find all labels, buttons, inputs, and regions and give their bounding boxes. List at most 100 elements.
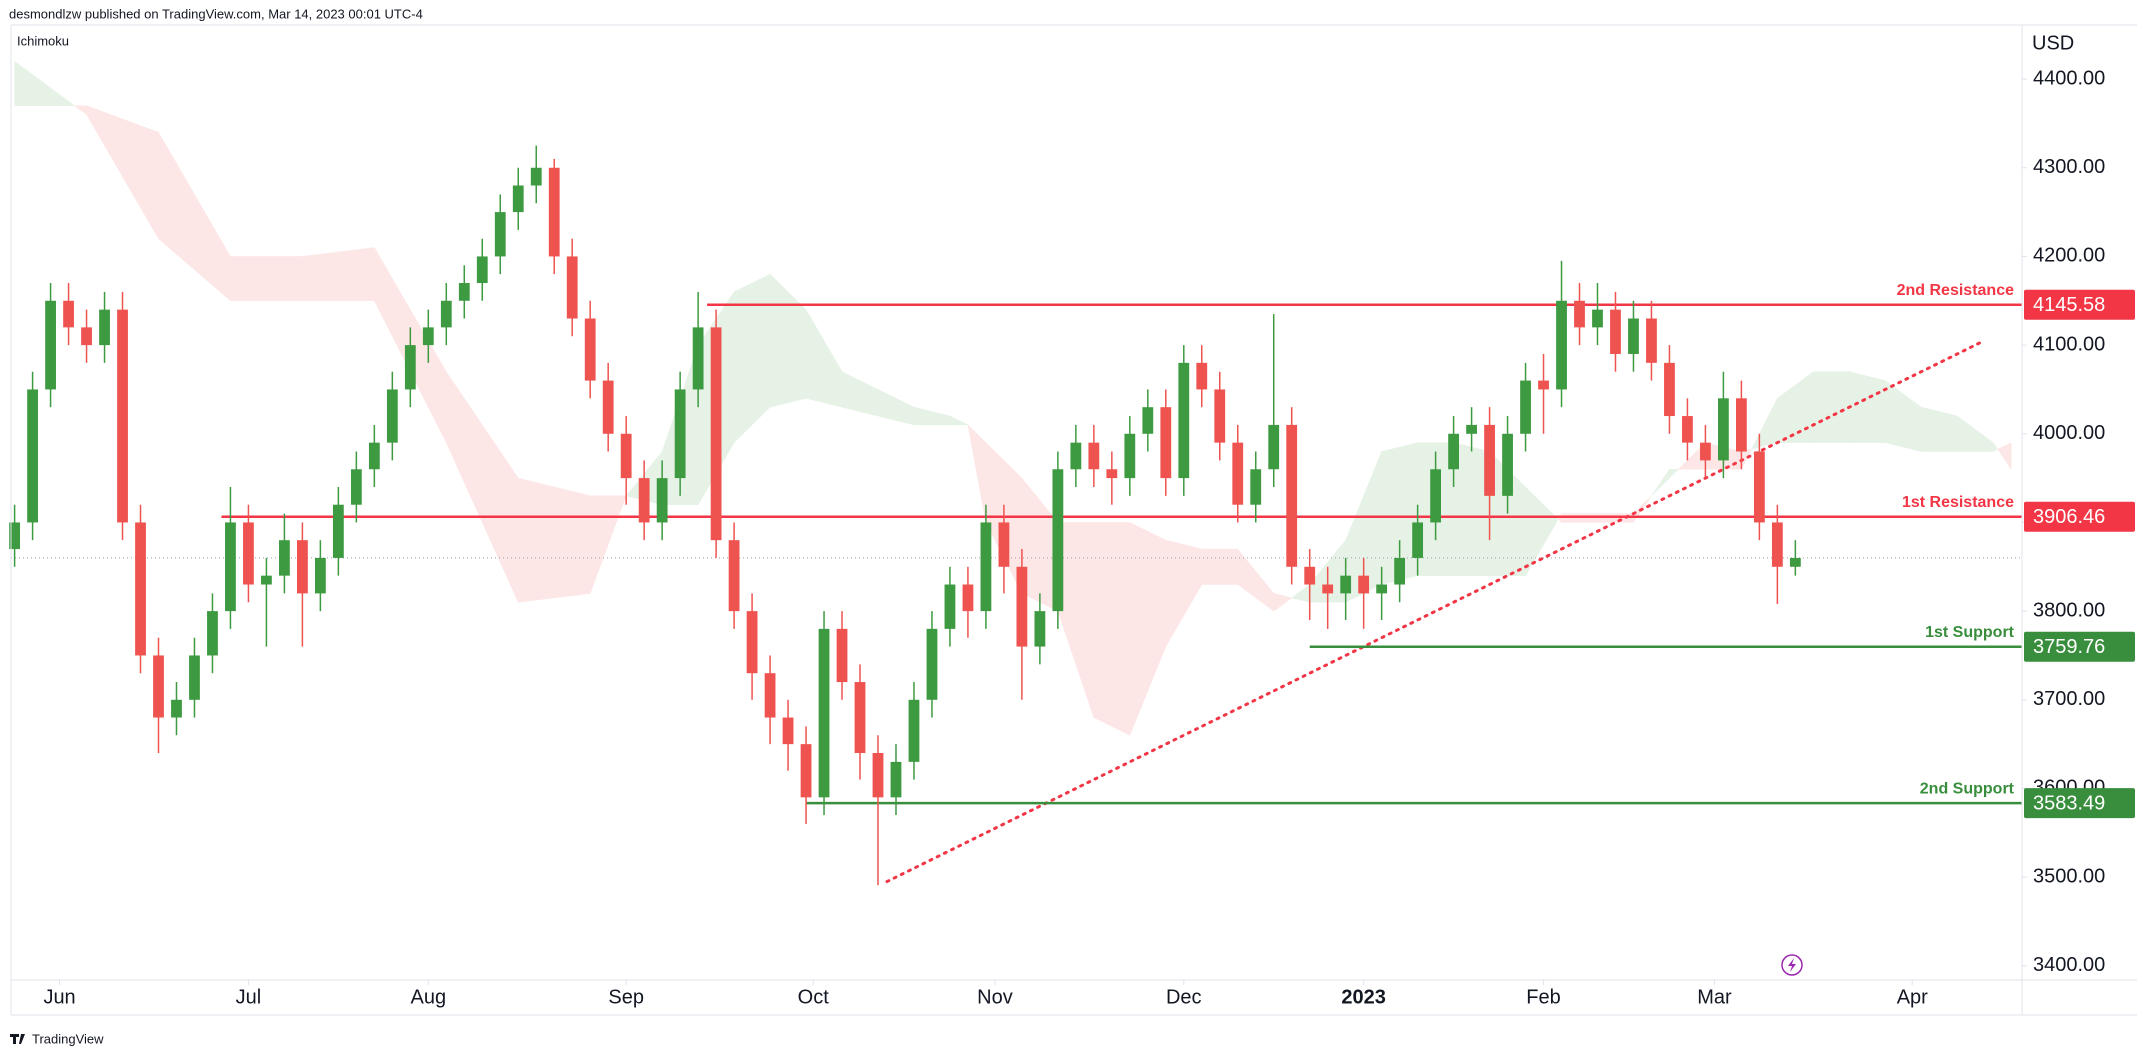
- price-tag-label: 3906.46: [2033, 506, 2105, 528]
- candle-body: [1322, 584, 1334, 594]
- candle-body: [818, 628, 830, 798]
- y-tick-label: 4300.00: [2033, 156, 2105, 178]
- candle-body: [189, 655, 200, 700]
- candle-body: [764, 673, 776, 718]
- x-tick-label: Feb: [1526, 986, 1560, 1008]
- x-tick-label: Mar: [1697, 986, 1732, 1008]
- candle-body: [135, 522, 146, 656]
- candle-body: [1196, 362, 1208, 390]
- candle-body: [1340, 575, 1352, 594]
- candle-body: [1034, 611, 1046, 647]
- candle-body: [1358, 575, 1370, 594]
- candle-body: [1142, 407, 1154, 434]
- candle-body: [297, 540, 308, 594]
- cloud-segment: [1669, 468, 1680, 479]
- cloud-segment: [1525, 486, 1559, 577]
- candle-body: [1700, 442, 1711, 461]
- levels: [11, 303, 2022, 884]
- trendline: [885, 339, 1986, 884]
- candle-body: [1502, 433, 1513, 496]
- candle-body: [1376, 584, 1388, 594]
- candle-body: [1735, 398, 1747, 452]
- candle-body: [908, 699, 920, 762]
- price-tag: [2024, 788, 2135, 819]
- level-label: 2nd Support: [1920, 780, 2015, 797]
- candle-body: [171, 699, 182, 718]
- x-tick-label: Dec: [1166, 986, 1202, 1008]
- candle-body: [440, 300, 452, 328]
- candle-body: [153, 655, 164, 718]
- candle-body: [422, 327, 434, 346]
- candle-body: [710, 327, 722, 541]
- candle-body: [1574, 300, 1585, 328]
- y-tick-label: 4000.00: [2033, 422, 2105, 444]
- candle-body: [872, 752, 884, 798]
- header: desmondlzw published on TradingView.com,…: [9, 6, 423, 21]
- candle-body: [1232, 442, 1244, 505]
- candle-body: [1088, 442, 1100, 470]
- candle-body: [620, 433, 632, 479]
- cloud-segment: [1849, 371, 1886, 443]
- candle-body: [1466, 424, 1477, 434]
- candle-body: [728, 540, 740, 612]
- candle-body: [1448, 433, 1459, 470]
- x-tick-label: Oct: [798, 986, 830, 1008]
- price-tag: [2024, 631, 2135, 662]
- candle-body: [1160, 407, 1172, 479]
- candle-body: [926, 628, 938, 700]
- y-tick-label: 4400.00: [2033, 67, 2105, 89]
- candle-body: [962, 584, 974, 612]
- price-tag-label: 4145.58: [2033, 294, 2105, 316]
- candle-body: [1106, 469, 1118, 479]
- candle-body: [980, 522, 992, 612]
- y-tick-label: 4100.00: [2033, 333, 2105, 355]
- candle-body: [1592, 309, 1603, 328]
- candle-body: [207, 611, 218, 656]
- candle-body: [1789, 557, 1801, 567]
- cloud-segment: [589, 495, 627, 594]
- candle-body: [1016, 566, 1028, 647]
- candle-body: [332, 504, 344, 558]
- candle-body: [1052, 469, 1064, 612]
- candle-body: [746, 611, 758, 674]
- candle-body: [1771, 522, 1783, 567]
- x-tick-label: Apr: [1897, 986, 1928, 1008]
- x-tick-label: Nov: [977, 986, 1013, 1008]
- price-tag-label: 3583.49: [2033, 792, 2105, 814]
- footer: TradingView: [32, 1031, 104, 1046]
- candles: [9, 145, 1801, 886]
- y-tick-label: 3500.00: [2033, 865, 2105, 887]
- candle-body: [1520, 380, 1531, 434]
- candle-body: [279, 540, 290, 576]
- candle-body: [9, 522, 20, 550]
- indicator-label: Ichimoku: [17, 33, 69, 48]
- x-tick-label: Aug: [411, 986, 447, 1008]
- candle-body: [261, 575, 272, 585]
- candle-body: [404, 345, 416, 390]
- candle-body: [1646, 318, 1657, 363]
- candle-body: [782, 717, 794, 745]
- candle-body: [1214, 389, 1226, 443]
- candle-body: [602, 380, 614, 434]
- candle-body: [800, 744, 812, 798]
- cloud-segment: [1561, 513, 1598, 523]
- candle-body: [1753, 451, 1765, 523]
- cloud-segment: [1201, 548, 1238, 585]
- cloud-segment: [1997, 442, 2012, 471]
- candle-body: [458, 283, 470, 301]
- cloud-segment: [1093, 522, 1131, 736]
- candle-body: [584, 318, 596, 381]
- candle-body: [638, 478, 650, 523]
- candle-body: [81, 327, 92, 346]
- candle-body: [890, 761, 902, 798]
- candle-body: [350, 469, 362, 505]
- candle-body: [548, 167, 560, 257]
- x-tick-label: Jul: [236, 986, 262, 1008]
- candle-body: [1304, 566, 1316, 585]
- candle-body: [1682, 416, 1693, 443]
- candle-body: [494, 212, 506, 257]
- candle-body: [1430, 469, 1442, 523]
- candle-body: [1286, 424, 1298, 567]
- candle-body: [692, 327, 704, 390]
